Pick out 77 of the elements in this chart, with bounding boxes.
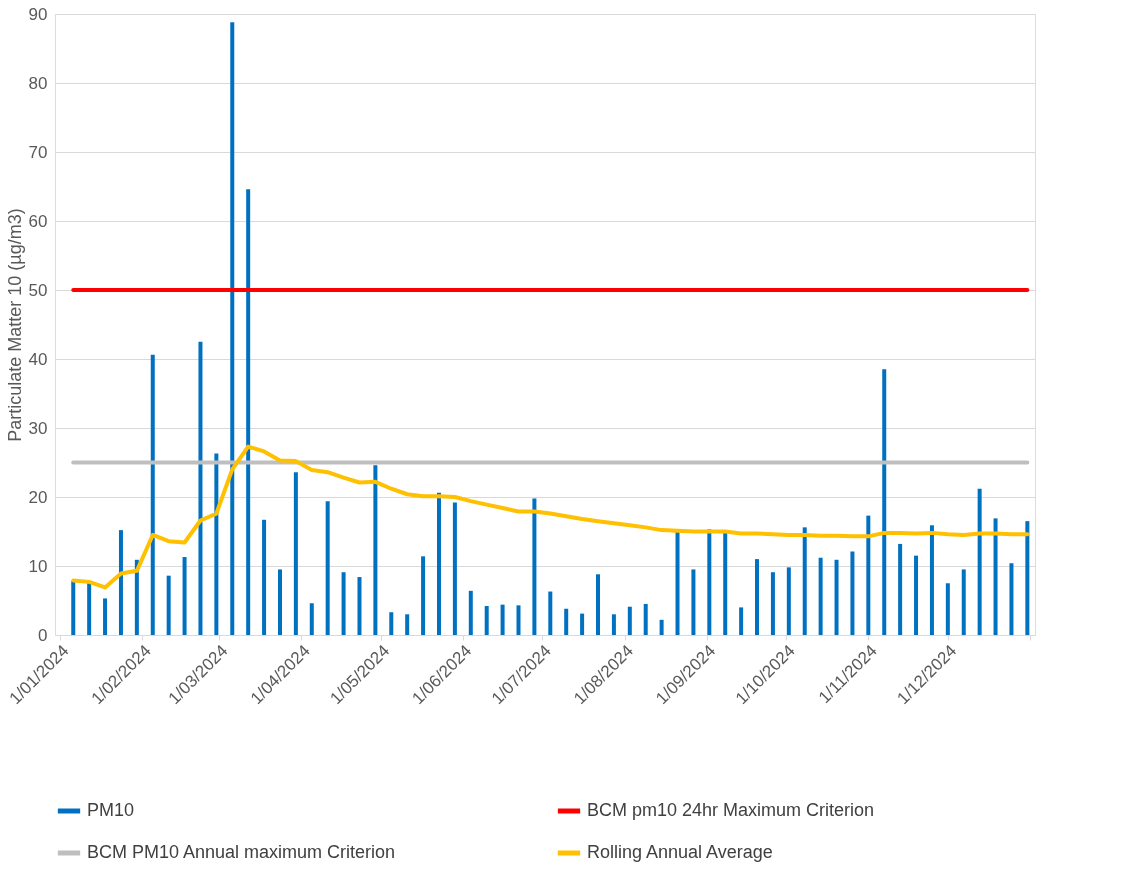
bar <box>166 575 171 635</box>
y-tick-label: 30 <box>28 418 48 438</box>
bar <box>929 525 934 635</box>
bar <box>341 572 346 635</box>
y-tick-label: 10 <box>28 556 48 576</box>
bar <box>468 590 473 635</box>
bar <box>405 614 410 635</box>
y-tick-label: 20 <box>28 487 48 507</box>
bar <box>691 569 696 635</box>
y-tick-label: 90 <box>28 4 48 24</box>
bar <box>770 572 775 635</box>
y-tick-label: 60 <box>28 211 48 231</box>
bar <box>850 551 855 635</box>
bar <box>357 577 362 635</box>
bar <box>182 557 187 635</box>
bar <box>214 453 219 635</box>
bar <box>993 518 998 635</box>
bar <box>882 369 887 635</box>
bar <box>755 559 760 635</box>
bar <box>548 591 553 635</box>
bar <box>675 531 680 635</box>
bar <box>500 604 505 635</box>
legend-label: BCM pm10 24hr Maximum Criterion <box>587 800 875 820</box>
legend-label: Rolling Annual Average <box>587 842 773 862</box>
bar <box>262 519 267 635</box>
bar <box>611 614 616 635</box>
bar <box>564 608 569 635</box>
bar <box>834 559 839 635</box>
bar <box>532 498 537 635</box>
bar <box>596 574 601 635</box>
bar <box>580 613 585 635</box>
bar <box>1025 521 1030 635</box>
bar <box>103 598 108 635</box>
y-tick-label: 40 <box>28 349 48 369</box>
bar <box>739 607 744 635</box>
bar <box>309 603 314 635</box>
bar <box>134 559 139 635</box>
bar <box>373 465 378 635</box>
bar <box>786 567 791 635</box>
bar <box>293 472 298 635</box>
bar <box>436 492 441 635</box>
bar <box>977 488 982 635</box>
bar <box>150 354 155 635</box>
legend-label: BCM PM10 Annual maximum Criterion <box>87 842 396 862</box>
y-axis-title: Particulate Matter 10 (µg/m3) <box>4 208 25 442</box>
bar <box>71 581 76 635</box>
bar <box>961 569 966 635</box>
bar <box>87 583 92 635</box>
bar <box>945 583 950 635</box>
bar <box>325 501 330 635</box>
y-tick-label: 80 <box>28 73 48 93</box>
bar <box>277 569 282 635</box>
bar <box>1009 563 1014 635</box>
bar <box>516 605 521 635</box>
y-tick-label: 50 <box>28 280 48 300</box>
bar <box>866 515 871 635</box>
bar <box>914 555 919 635</box>
bar <box>246 189 251 635</box>
line-series <box>71 444 1030 590</box>
bar <box>230 22 235 635</box>
bar <box>802 527 807 635</box>
bar <box>659 619 664 635</box>
bar <box>643 603 648 635</box>
bar <box>118 530 123 635</box>
bar <box>707 529 712 635</box>
y-tick-label: 70 <box>28 142 48 162</box>
bar <box>198 341 203 635</box>
bar <box>452 502 457 635</box>
bar <box>421 556 426 635</box>
bar <box>898 543 903 635</box>
bar <box>627 606 632 635</box>
legend-label: PM10 <box>87 800 135 820</box>
bar <box>818 557 823 635</box>
bar <box>484 606 489 635</box>
bar <box>389 612 394 635</box>
bar <box>723 532 728 635</box>
y-tick-label: 0 <box>38 625 48 645</box>
